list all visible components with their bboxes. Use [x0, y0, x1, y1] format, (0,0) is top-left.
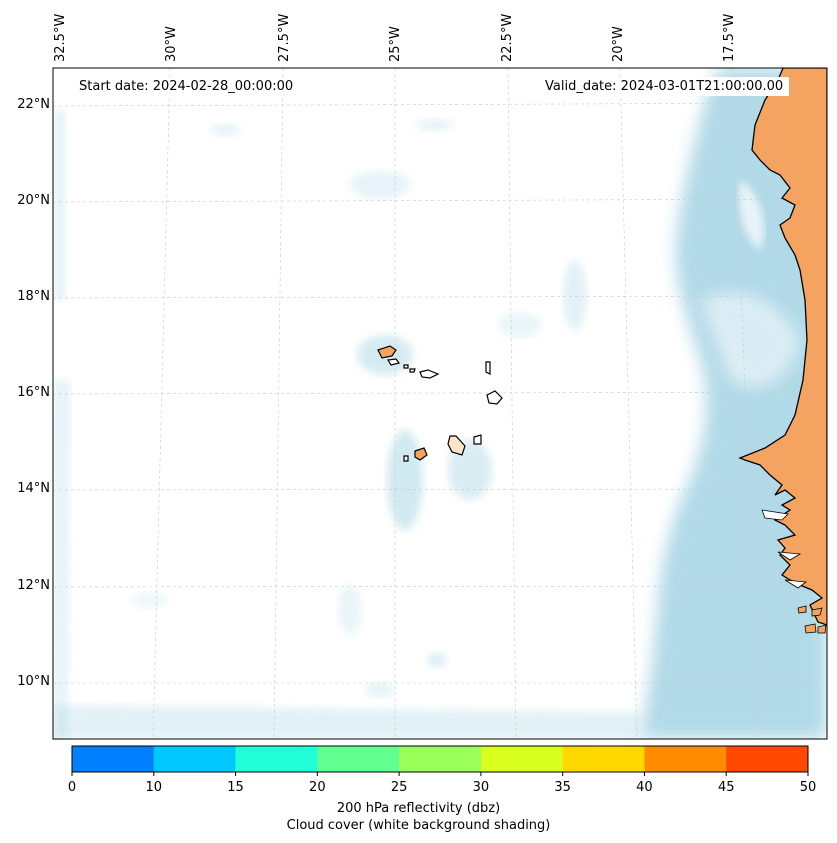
colorbar-segment-7 [644, 746, 727, 772]
map-frame [52, 67, 828, 740]
lon-label-27-5w: 27.5°W [277, 13, 292, 62]
lat-label-18n: 18°N [17, 289, 50, 304]
africa-mainland [738, 68, 827, 626]
colorbar-segment-5 [480, 746, 564, 772]
colorbar-segment-4 [399, 746, 482, 772]
colorbar-tick-label: 40 [636, 780, 653, 795]
lat-label-16n: 16°N [17, 385, 50, 400]
lon-label-32-5w: 32.5°W [53, 13, 68, 62]
cape-verde-islands [377, 345, 503, 462]
colorbar-segment-1 [153, 746, 237, 772]
colorbar-tick-label: 50 [799, 780, 817, 795]
graticule [53, 68, 827, 739]
colorbar-tick-label: 0 [67, 780, 77, 795]
lon-label-17-5w: 17.5°W [722, 13, 737, 62]
lon-label-30w: 30°W [164, 26, 179, 62]
colorbar-tick-label: 10 [145, 780, 163, 795]
colorbar-tick-label: 30 [472, 780, 490, 795]
colorbar-segment-2 [235, 746, 318, 772]
colorbar-tick-label: 15 [227, 780, 244, 795]
colorbar-segment-8 [726, 746, 809, 772]
lon-label-20w: 20°W [611, 26, 626, 62]
start-date-label: Start date: 2024-02-28_00:00:00 [73, 77, 300, 96]
colorbar-tick-label: 35 [554, 780, 571, 795]
valid-date-label: Valid_date: 2024-03-01T21:00:00.00 [539, 77, 790, 96]
lat-label-12n: 12°N [17, 578, 50, 593]
colorbar-segment-3 [317, 746, 400, 772]
lon-label-25w: 25°W [388, 26, 403, 62]
colorbar-tick-label: 20 [309, 780, 326, 795]
colorbar-label-reflectivity: 200 hPa reflectivity (dbz) [336, 801, 501, 816]
colorbar-frame [71, 745, 809, 773]
lat-label-14n: 14°N [17, 481, 50, 496]
lon-label-22-5w: 22.5°W [500, 13, 515, 62]
lat-label-22n: 22°N [17, 97, 50, 112]
lat-label-10n: 10°N [17, 674, 50, 689]
colorbar-segment-6 [562, 746, 645, 772]
colorbar-label-cloud-cover: Cloud cover (white background shading) [286, 818, 551, 833]
lat-label-20n: 20°N [17, 193, 50, 208]
colorbar-tick-label: 45 [717, 780, 735, 795]
colorbar [71, 745, 809, 776]
colorbar-segment-0 [72, 746, 155, 772]
colorbar-tick-label: 25 [390, 780, 408, 795]
